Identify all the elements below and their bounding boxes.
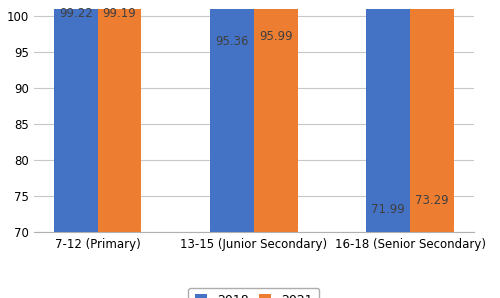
Text: 99.22: 99.22 <box>59 7 93 20</box>
Text: 99.19: 99.19 <box>102 7 136 20</box>
Bar <box>254 0 298 232</box>
Legend: 2018, 2021: 2018, 2021 <box>188 288 320 298</box>
Bar <box>210 0 254 232</box>
Bar <box>54 0 98 232</box>
Text: 71.99: 71.99 <box>372 203 405 216</box>
Bar <box>366 0 410 232</box>
Text: 95.99: 95.99 <box>259 30 292 43</box>
Text: 95.36: 95.36 <box>216 35 249 48</box>
Text: 73.29: 73.29 <box>415 194 448 207</box>
Bar <box>98 0 142 232</box>
Bar <box>410 0 454 232</box>
